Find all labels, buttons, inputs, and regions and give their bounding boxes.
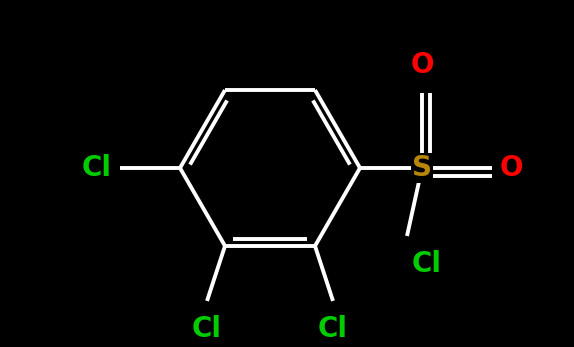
Text: Cl: Cl xyxy=(318,315,348,343)
Text: Cl: Cl xyxy=(192,315,222,343)
Text: Cl: Cl xyxy=(412,250,442,278)
Text: Cl: Cl xyxy=(82,154,112,182)
Text: O: O xyxy=(410,51,434,79)
Text: S: S xyxy=(412,154,432,182)
Text: O: O xyxy=(500,154,523,182)
